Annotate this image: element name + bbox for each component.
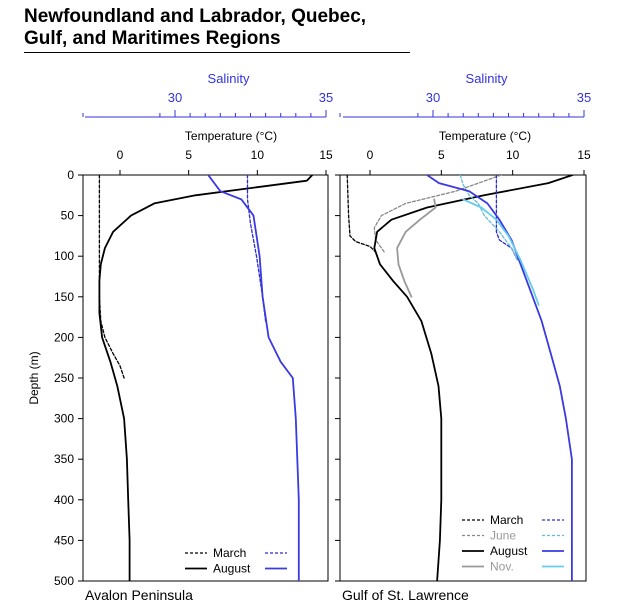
- legend-label: March: [490, 513, 523, 527]
- depth-tick-label: 400: [54, 493, 74, 507]
- salinity-tick-label: 30: [426, 90, 440, 105]
- temperature-tick-label: 5: [185, 148, 192, 162]
- temperature-tick-label: 15: [319, 148, 333, 162]
- salinity-tick-label: 35: [319, 90, 333, 105]
- depth-tick-label: 450: [54, 533, 74, 547]
- temperature-axis-label: Temperature (°C): [185, 129, 277, 143]
- panel-1: 0 50 100 150 200 250 300 350 400 450 500 0 5 10 15 Temp…: [27, 71, 333, 603]
- series-line-temperature-march: [346, 175, 377, 253]
- figure-title-line-2: Gulf, and Maritimes Regions: [24, 28, 281, 49]
- series-group: [346, 175, 574, 581]
- temperature-tick-label: 5: [438, 148, 445, 162]
- legend-label: August: [490, 544, 528, 558]
- salinity-axis-label: Salinity: [208, 71, 250, 86]
- temperature-tick-label: 10: [251, 148, 265, 162]
- salinity-axis-label: Salinity: [466, 71, 508, 86]
- depth-tick-label: 250: [54, 371, 74, 385]
- panel-2: 0 5 10 15 Temperature (°C) 30 35 Salinity March J…: [335, 71, 591, 603]
- series-line-salinity-nov: [462, 198, 540, 306]
- series-line-temperature-august: [373, 175, 574, 581]
- legend-label: June: [490, 529, 516, 543]
- depth-tick-label: 500: [54, 574, 74, 588]
- temperature-tick-label: 0: [117, 148, 124, 162]
- temperature-tick-label: 10: [506, 148, 520, 162]
- figure-title-line-1: Newfoundland and Labrador, Quebec,: [24, 6, 367, 27]
- salinity-tick-label: 30: [168, 90, 182, 105]
- series-group: [98, 175, 314, 581]
- series-line-temperature-august: [98, 175, 314, 581]
- legend-label: Nov.: [490, 560, 514, 574]
- title-underline: [24, 52, 410, 53]
- series-line-salinity-august: [426, 175, 573, 581]
- series-line-salinity-june: [459, 175, 519, 261]
- salinity-tick-label: 35: [577, 90, 591, 105]
- figure-title: Newfoundland and Labrador, Quebec, Gulf,…: [24, 6, 366, 50]
- series-line-temperature-march: [98, 175, 125, 379]
- plot-frame: [82, 174, 329, 582]
- temperature-axis-label: Temperature (°C): [439, 129, 531, 143]
- depth-axis-label: Depth (m): [27, 351, 41, 404]
- depth-tick-label: 150: [54, 290, 74, 304]
- series-line-salinity-august: [207, 175, 300, 581]
- series-line-temperature-nov: [396, 198, 437, 298]
- panel-label: Avalon Peninsula: [85, 587, 193, 603]
- temperature-tick-label: 15: [577, 148, 591, 162]
- depth-tick-label: 100: [54, 249, 74, 263]
- depth-tick-label: 200: [54, 330, 74, 344]
- panel-label: Gulf of St. Lawrence: [342, 587, 469, 603]
- legend-label: March: [213, 546, 246, 560]
- temperature-tick-label: 0: [367, 148, 374, 162]
- depth-tick-label: 0: [67, 168, 74, 182]
- depth-tick-label: 50: [61, 209, 75, 223]
- legend-label: August: [213, 562, 251, 576]
- depth-tick-label: 350: [54, 452, 74, 466]
- series-line-temperature-june: [373, 175, 502, 253]
- depth-tick-label: 300: [54, 412, 74, 426]
